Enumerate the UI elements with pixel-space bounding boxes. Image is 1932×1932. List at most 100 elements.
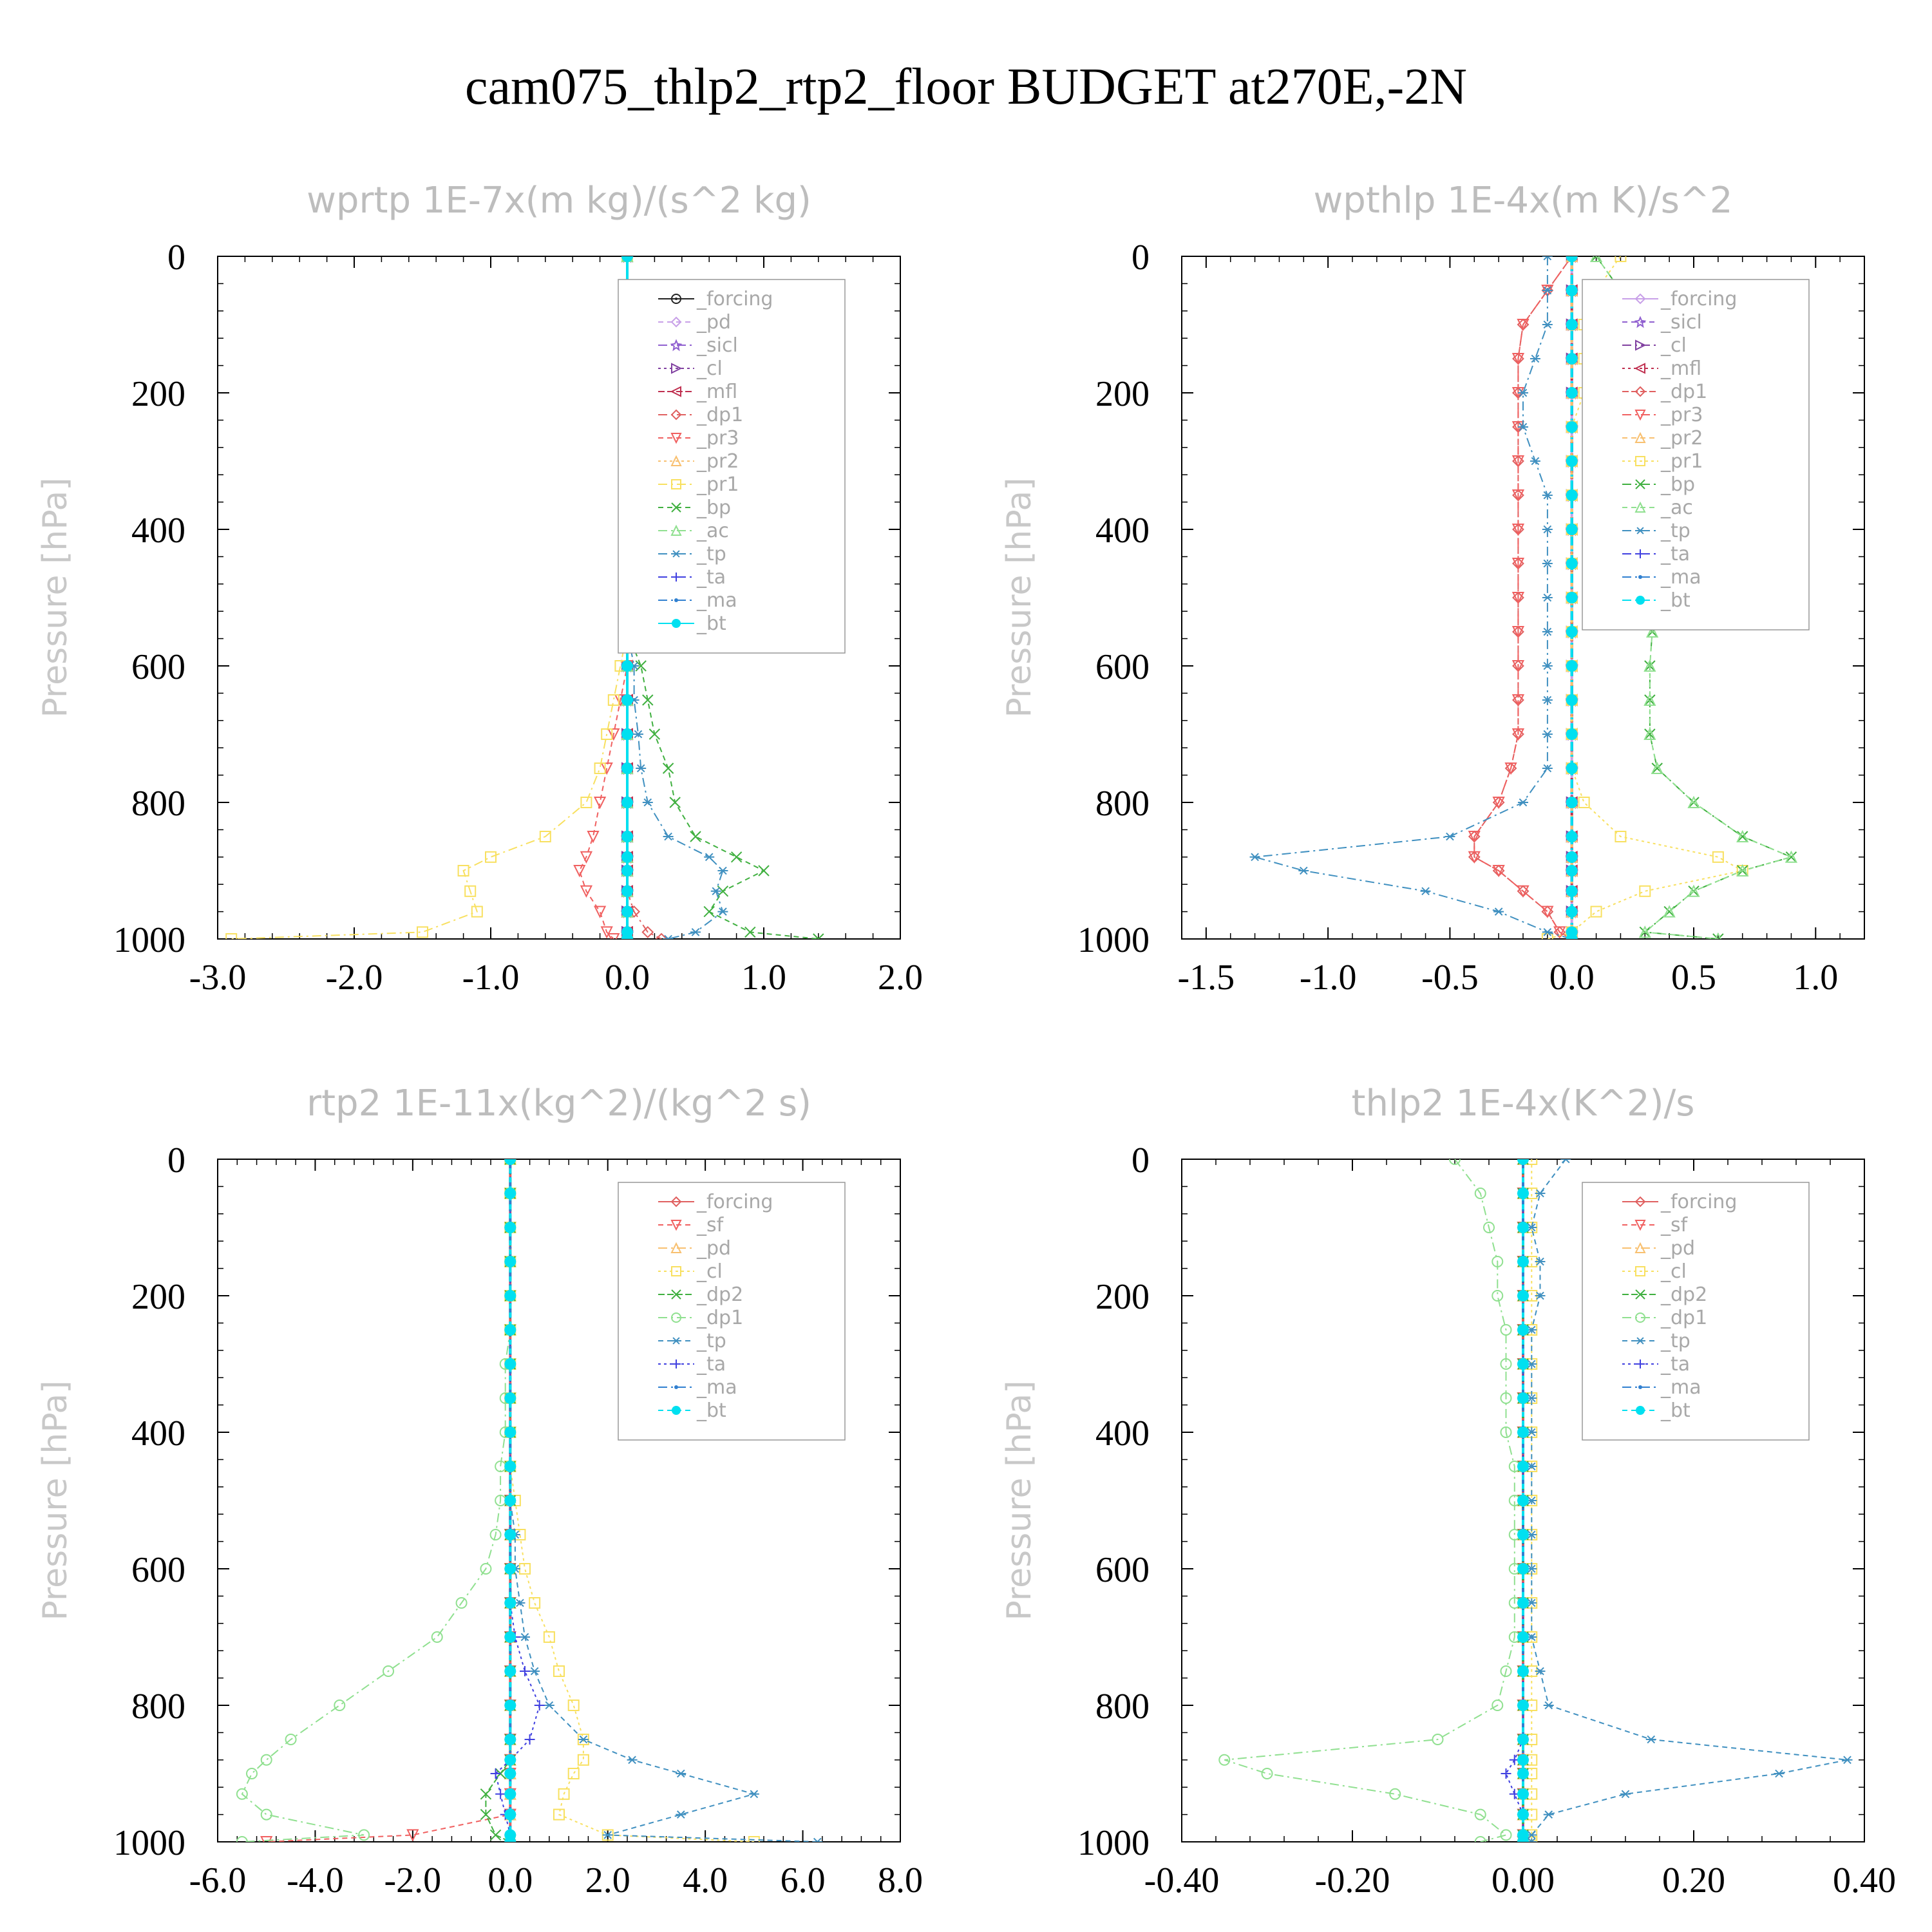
legend-box <box>618 279 846 654</box>
legend-marker_pd <box>670 316 682 328</box>
legend-marker_pr1 <box>671 479 681 489</box>
panel-title: wprtp 1E-7x(m kg)/(s^2 kg) <box>307 180 811 222</box>
x-tick-label: 1.0 <box>1793 958 1838 998</box>
series-point_bt <box>1566 660 1578 672</box>
legend-marker_bt <box>1636 596 1645 605</box>
series-point_dp1 <box>1474 1808 1486 1821</box>
series-point_tp <box>1526 1837 1537 1842</box>
series-point_bt <box>1566 851 1578 863</box>
series-point_bt <box>1517 1788 1529 1800</box>
series-point_tp <box>1530 354 1540 363</box>
x-tick-label: 0.0 <box>1549 958 1595 998</box>
chart-panel-2: wpthlp 1E-4x(m K)/s^2 Pressure [hPa] -1.5 -… <box>1000 180 1865 998</box>
series-point_pr3 <box>1492 865 1505 878</box>
legend-label_ac: _ac <box>696 520 729 542</box>
x-tick-label: -1.0 <box>1300 958 1357 998</box>
series-point_tp <box>1842 1756 1853 1765</box>
legend-marker_ma <box>1638 1385 1642 1389</box>
series-point_dp1 <box>655 933 668 939</box>
series-point_tp <box>1542 320 1553 329</box>
x-tick-label: -4.0 <box>287 1861 344 1900</box>
series-point_cl <box>577 1754 589 1766</box>
series-point_bt <box>504 1358 516 1370</box>
legend-label_bt: _bt <box>1660 589 1690 612</box>
series-line_cl <box>509 1159 754 1842</box>
x-tick-label: -3.0 <box>189 958 247 998</box>
series-point_bt <box>1566 762 1578 774</box>
x-tick-label: -1.0 <box>462 958 520 998</box>
series-point_bt <box>504 1700 516 1711</box>
series-point_bt <box>1517 1290 1529 1302</box>
legend-marker_sicl <box>1634 316 1647 328</box>
legend-marker_pr1 <box>1635 456 1645 466</box>
plot-frame <box>217 256 901 940</box>
series-point_bt <box>504 1256 516 1267</box>
legend-marker_ta <box>672 573 681 582</box>
x-tick-label: 4.0 <box>683 1861 728 1900</box>
series-point_tp <box>1542 525 1553 534</box>
legend-marker_tp <box>1636 1337 1645 1345</box>
legend-marker_dp1 <box>1635 1312 1645 1323</box>
series-point_bt <box>1566 933 1578 939</box>
y-tick-label: 0 <box>1132 1141 1150 1180</box>
legend-label_tp: _tp <box>1660 520 1690 542</box>
series-point_tp <box>1530 457 1540 466</box>
legend-label_dp2: _dp2 <box>1660 1283 1707 1306</box>
series-point_tp <box>1535 1667 1546 1676</box>
x-tick-label: 1.0 <box>741 958 786 998</box>
x-tick-label: -1.5 <box>1178 958 1235 998</box>
series-point_dp1 <box>1492 1256 1504 1267</box>
series-point_tp <box>812 1837 823 1842</box>
series-point_bt <box>1517 1836 1529 1842</box>
series-point_ta <box>490 1768 501 1779</box>
legend-box <box>618 1182 846 1441</box>
y-tick-label: 600 <box>131 647 185 687</box>
series-point_bp <box>690 831 701 842</box>
series-point_bt <box>621 660 633 672</box>
series-point_bt <box>1517 1754 1529 1766</box>
legend-marker_sicl <box>670 339 683 352</box>
legend-marker_pr3 <box>1634 410 1646 421</box>
series-group <box>1249 256 1798 939</box>
series-point_tp <box>1542 286 1553 295</box>
y-axis-label: Pressure [hPa] <box>1000 478 1039 718</box>
legend-marker_dp1 <box>1634 386 1646 397</box>
series-point_bp <box>662 762 674 774</box>
y-axis-label: Pressure [hPa] <box>36 1381 75 1621</box>
series-point_bt <box>621 851 633 863</box>
legend-label_tp: _tp <box>696 543 726 565</box>
legend-label_dp1: _dp1 <box>696 404 743 426</box>
legend-label_tp: _tp <box>696 1330 726 1352</box>
legend-label_forcing: _forcing <box>1660 288 1737 310</box>
x-tick-label: 6.0 <box>781 1861 826 1900</box>
series-point_bt <box>1566 885 1578 897</box>
series-point_pr3 <box>1468 831 1481 844</box>
series-point_cl <box>553 1665 565 1677</box>
series-point_dp1 <box>1500 1392 1512 1404</box>
legend-label_dp2: _dp2 <box>696 1283 743 1306</box>
series-point_ac <box>1687 795 1700 808</box>
legend-marker_bt <box>672 1406 681 1415</box>
series-point_pr3 <box>1468 851 1481 864</box>
series-point_pr3 <box>600 926 613 939</box>
series-point_bt <box>1566 353 1578 365</box>
series-point_pr3 <box>1511 660 1525 673</box>
y-tick-label: 600 <box>1095 1550 1150 1590</box>
series-point_bt <box>504 1665 516 1677</box>
series-point_pr3 <box>1511 353 1525 366</box>
legend-label_bp: _bp <box>1660 473 1695 496</box>
series-point_tp <box>1542 627 1553 636</box>
series-line_ta <box>495 1159 540 1842</box>
y-tick-label: 400 <box>1095 1414 1150 1454</box>
series-point_tp <box>578 1735 589 1744</box>
series-point_bt <box>504 1563 516 1575</box>
series-point_bp <box>1785 851 1797 863</box>
legend-marker_ac <box>1634 501 1646 513</box>
series-point_dp1 <box>1500 1829 1512 1841</box>
series-point_dp1 <box>246 1768 258 1779</box>
legend-marker_ma <box>674 1385 678 1389</box>
series-point_tp <box>1535 1257 1546 1266</box>
series-point_tp <box>544 1701 554 1710</box>
legend-label_bt: _bt <box>696 612 726 635</box>
series-point_bt <box>1566 797 1578 808</box>
